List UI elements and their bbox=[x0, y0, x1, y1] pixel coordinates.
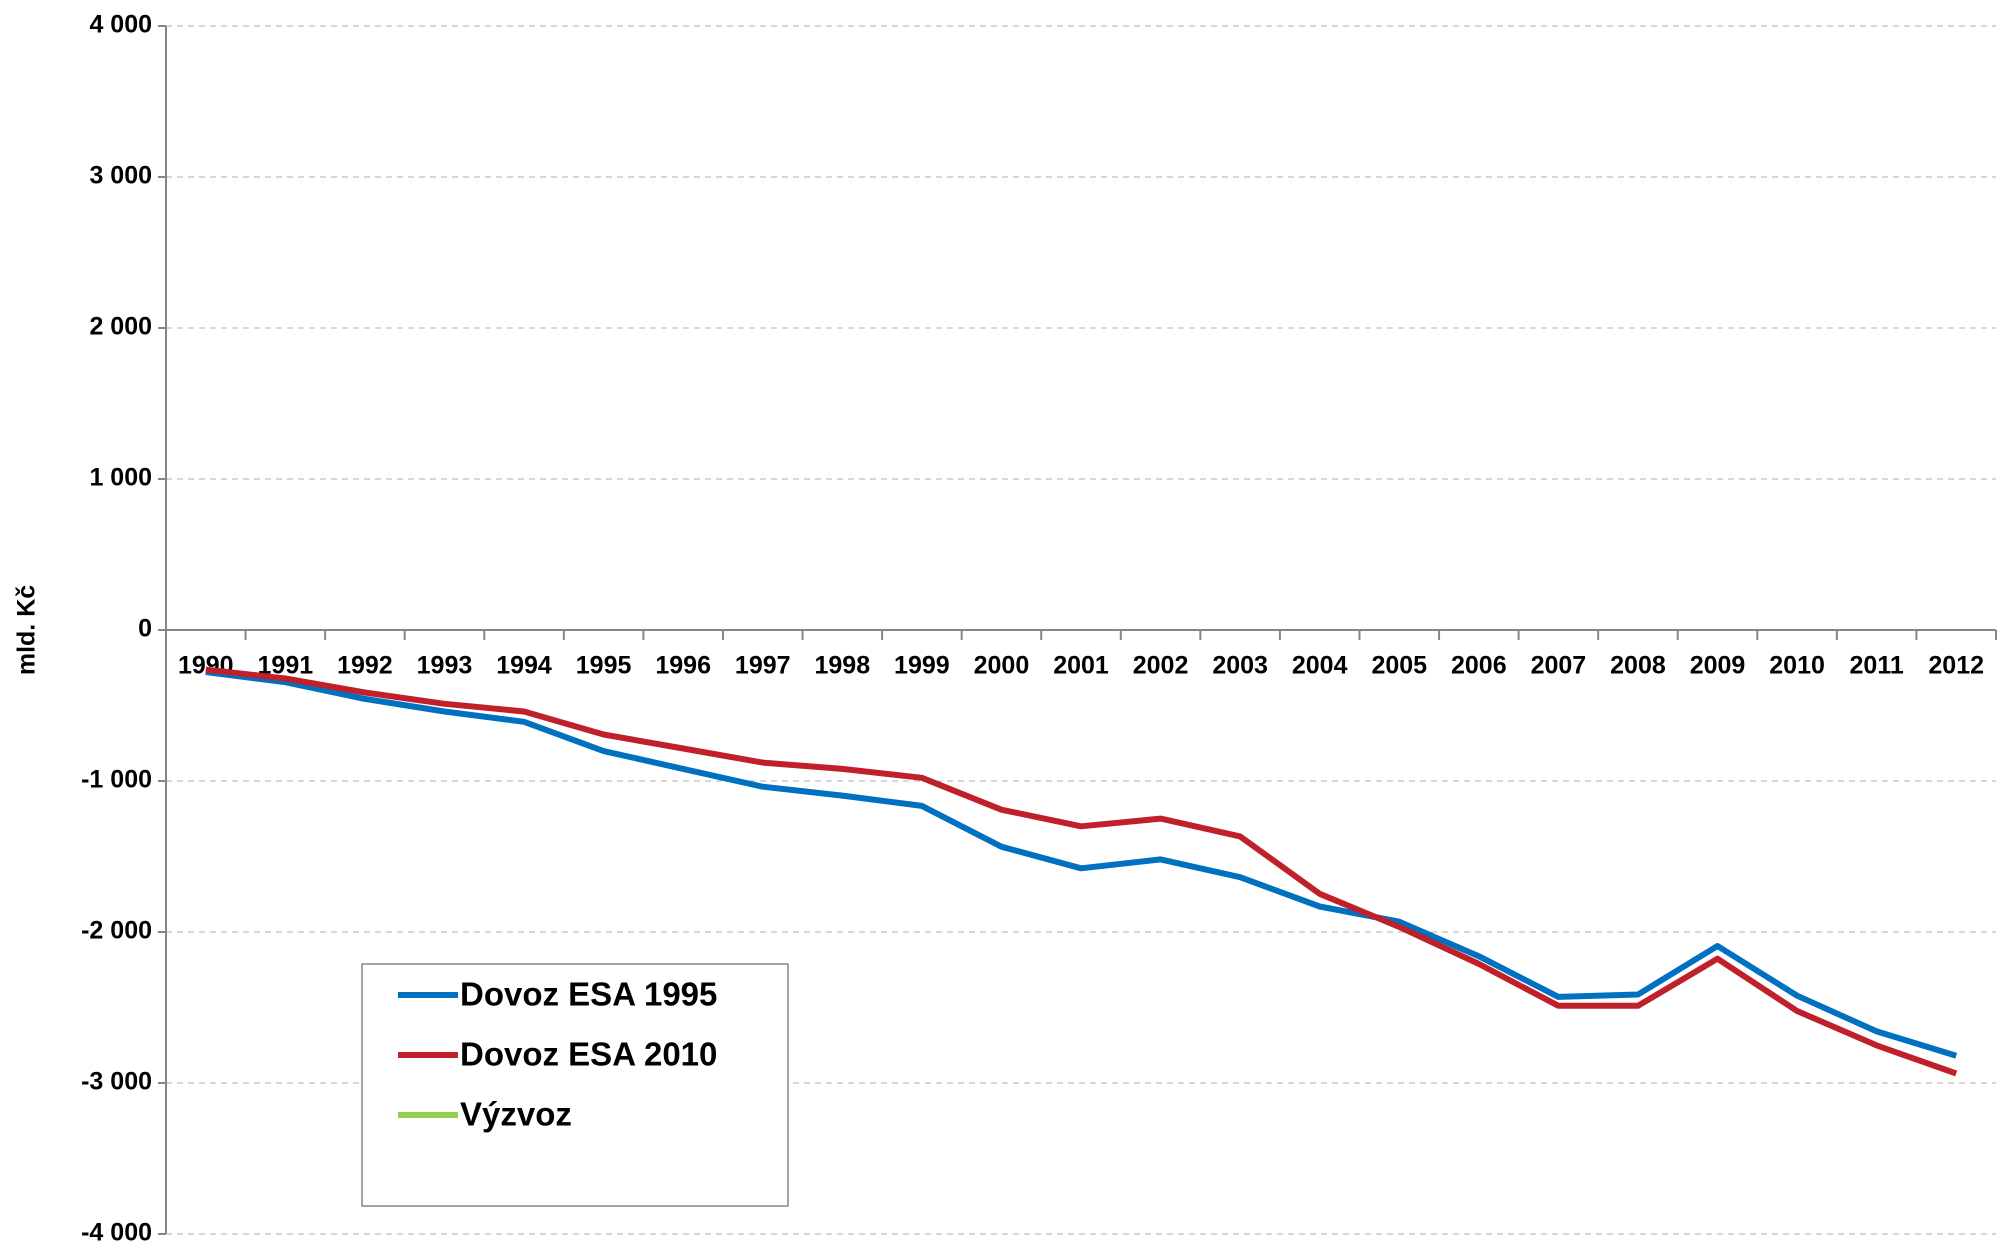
series-line bbox=[205, 666, 1958, 1077]
x-tick-label: 1995 bbox=[576, 652, 632, 680]
legend-label: Dovoz ESA 1995 bbox=[460, 976, 717, 1013]
x-tick-label: 2000 bbox=[974, 652, 1030, 680]
x-tick-label: 2006 bbox=[1451, 652, 1507, 680]
legend-label: Dovoz ESA 2010 bbox=[460, 1036, 717, 1073]
x-tick-label: 1996 bbox=[655, 652, 711, 680]
x-tick-label: 2011 bbox=[1850, 652, 1904, 680]
x-tick-label: 1992 bbox=[337, 652, 393, 680]
x-tick-label: 1998 bbox=[814, 652, 870, 680]
series-line bbox=[205, 669, 1958, 1059]
x-tick-label: 2009 bbox=[1690, 652, 1746, 680]
y-tick-label: 4 000 bbox=[89, 11, 152, 39]
x-tick-label: 2004 bbox=[1292, 652, 1348, 680]
y-tick-label: 2 000 bbox=[89, 313, 152, 341]
y-tick-label: 3 000 bbox=[89, 162, 152, 190]
x-tick-label: 2005 bbox=[1371, 652, 1427, 680]
x-tick-label: 2007 bbox=[1531, 652, 1587, 680]
y-tick-label: 0 bbox=[138, 615, 152, 643]
y-tick-label: 1 000 bbox=[89, 464, 152, 492]
legend-label: Výzvoz bbox=[460, 1096, 572, 1133]
y-tick-label: -1 000 bbox=[81, 766, 152, 794]
legend-box bbox=[361, 963, 789, 1207]
y-tick-label: -4 000 bbox=[81, 1219, 152, 1247]
x-tick-label: 2012 bbox=[1928, 652, 1984, 680]
legend: Dovoz ESA 1995 Dovoz ESA 2010 Výzvoz bbox=[361, 963, 789, 1207]
x-tick-label: 1999 bbox=[894, 652, 950, 680]
y-axis-label: mld. Kč bbox=[13, 585, 41, 675]
x-tick-label: 1994 bbox=[496, 652, 552, 680]
x-tick-label: 2008 bbox=[1610, 652, 1666, 680]
x-tick-label: 2001 bbox=[1053, 652, 1109, 680]
y-tick-label: -2 000 bbox=[81, 917, 152, 945]
x-tick-label: 2003 bbox=[1212, 652, 1268, 680]
x-tick-label: 1993 bbox=[417, 652, 473, 680]
y-tick-label: -3 000 bbox=[81, 1068, 152, 1096]
x-tick-label: 2002 bbox=[1133, 652, 1189, 680]
x-tick-label: 1997 bbox=[735, 652, 791, 680]
x-tick-label: 2010 bbox=[1769, 652, 1825, 680]
